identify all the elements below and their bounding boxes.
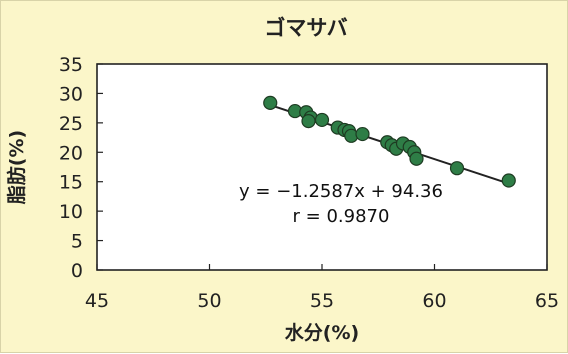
data-points bbox=[263, 95, 516, 188]
y-tick-label: 10 bbox=[59, 201, 83, 223]
y-tick-label: 35 bbox=[59, 54, 83, 76]
x-tick-label: 45 bbox=[85, 290, 109, 312]
data-point bbox=[409, 151, 424, 166]
y-tick-label: 5 bbox=[71, 231, 83, 253]
x-axis-label: 水分(%) bbox=[285, 322, 359, 344]
y-tick-label: 0 bbox=[71, 260, 83, 282]
y-tick-label: 15 bbox=[59, 172, 83, 194]
x-axis-ticks: 45 50 55 60 65 bbox=[85, 264, 559, 312]
equation-annotation: y = −1.2587x + 94.36 bbox=[239, 181, 443, 202]
chart-title: ゴマサバ bbox=[264, 16, 347, 40]
y-axis-ticks: 0 5 10 15 20 25 30 35 bbox=[59, 54, 103, 282]
plot-area bbox=[96, 63, 548, 271]
y-axis-label: 脂肪(%) bbox=[5, 130, 28, 204]
x-tick-label: 50 bbox=[197, 290, 221, 312]
correlation-annotation: r = 0.9870 bbox=[293, 206, 390, 227]
data-point bbox=[263, 95, 278, 110]
data-point bbox=[449, 161, 465, 176]
data-point bbox=[355, 126, 370, 142]
data-point bbox=[301, 113, 316, 129]
y-tick-label: 25 bbox=[59, 113, 83, 135]
x-tick-label: 65 bbox=[535, 290, 559, 312]
y-tick-label: 30 bbox=[59, 83, 83, 105]
x-tick-label: 60 bbox=[422, 290, 446, 312]
x-tick-label: 55 bbox=[310, 290, 334, 312]
y-tick-label: 20 bbox=[59, 142, 83, 164]
data-point bbox=[501, 173, 516, 188]
data-point bbox=[314, 112, 330, 128]
